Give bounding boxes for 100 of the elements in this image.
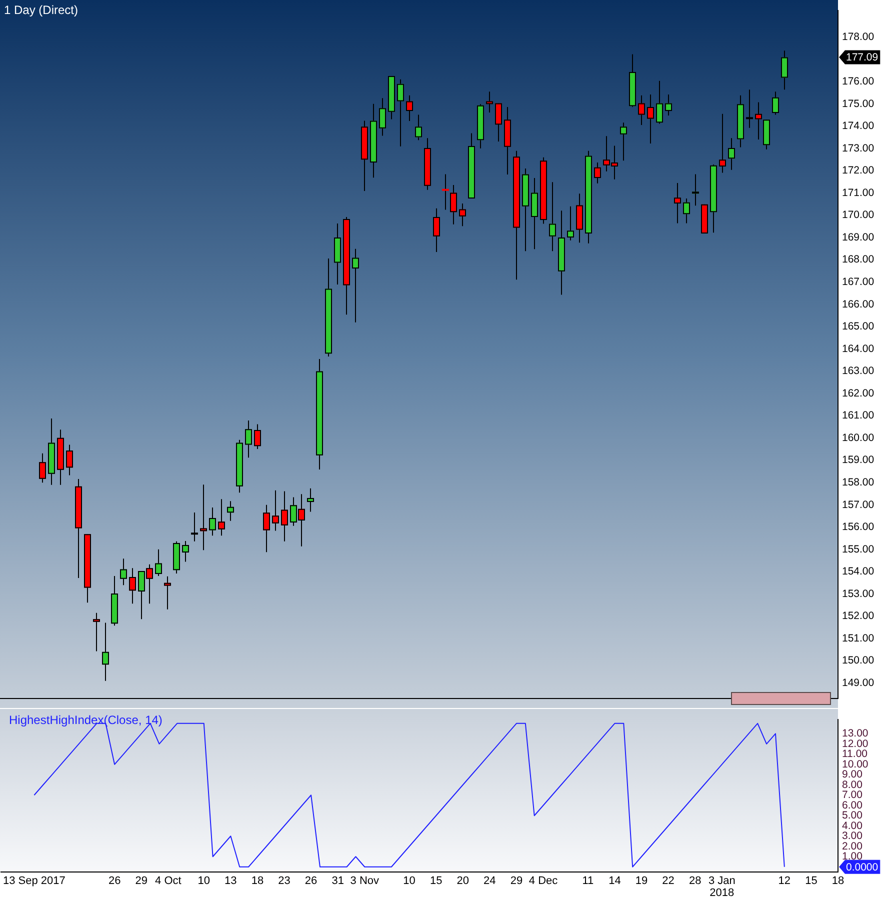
x-tick-label: 13 — [224, 875, 237, 888]
candlestick — [307, 488, 314, 512]
x-tick-label: 11 — [582, 875, 594, 888]
y-tick-label: 164.00 — [842, 342, 874, 355]
x-tick-label: 28 — [688, 875, 702, 888]
y-tick-label: 8.00 — [842, 778, 863, 791]
candlestick — [647, 94, 654, 144]
candlestick — [155, 548, 162, 576]
x-tick-label: 3 Jan 2018 — [708, 875, 736, 900]
candlestick — [191, 512, 198, 542]
y-tick-label: 163.00 — [842, 365, 874, 378]
x-tick-label: 15 — [430, 875, 442, 888]
candlestick — [272, 490, 279, 532]
candlestick — [245, 420, 252, 458]
x-tick-label: 22 — [662, 875, 674, 888]
x-tick-label: 14 — [608, 875, 621, 888]
y-tick-label: 160.00 — [842, 432, 874, 444]
candlestick — [495, 102, 502, 142]
candlestick — [549, 182, 556, 252]
y-tick-label: 175.00 — [842, 98, 874, 110]
y-tick-label: 6.00 — [842, 799, 863, 812]
candlestick — [93, 612, 100, 652]
y-tick-label: 153.00 — [842, 588, 874, 600]
y-tick-label: 159.00 — [842, 454, 874, 466]
y-tick-label: 170.00 — [842, 209, 874, 222]
candlestick — [281, 490, 288, 542]
x-tick-label: 24 — [484, 875, 496, 888]
candlestick — [379, 98, 386, 136]
x-tick-label: 10 — [403, 875, 416, 888]
y-tick-label: 1.00 — [842, 850, 863, 863]
y-tick-label: 150.00 — [842, 654, 874, 667]
y-tick-label: 158.00 — [842, 476, 874, 488]
x-tick-label: 15 — [805, 875, 818, 888]
text: 0.0000 — [846, 861, 878, 874]
candlestick — [164, 576, 171, 610]
x-tick-label: 4 Oct — [155, 875, 182, 888]
candlestick — [182, 540, 189, 562]
y-tick-label: 171.00 — [842, 186, 874, 199]
candlestick — [728, 138, 735, 170]
y-tick-label: 12.00 — [842, 738, 868, 750]
candlestick — [620, 122, 627, 162]
y-tick-label: 155.00 — [842, 543, 874, 556]
candlestick — [39, 452, 46, 484]
candlestick — [120, 558, 127, 586]
y-tick-label: 157.00 — [842, 498, 874, 511]
y-tick-label: 169.00 — [842, 231, 874, 244]
candlestick — [406, 94, 413, 122]
x-tick-label: 23 — [278, 875, 290, 888]
candlestick — [692, 174, 699, 206]
y-tick-label: 162.00 — [842, 387, 874, 400]
y-tick-label: 167.00 — [842, 276, 874, 288]
y-tick-label: 9.00 — [842, 768, 863, 781]
candlestick — [755, 102, 762, 140]
candlestick — [254, 424, 261, 450]
candlestick — [209, 507, 216, 536]
candlestick — [433, 208, 440, 253]
x-tick-label: 26 — [304, 875, 318, 888]
candlestick — [397, 78, 404, 147]
x-tick-label: 3 Nov — [350, 875, 380, 888]
y-tick-label: 3.00 — [842, 830, 863, 842]
y-tick-label: 151.00 — [842, 632, 874, 644]
x-tick-label: 29 — [510, 875, 523, 888]
candlestick — [352, 248, 359, 323]
y-tick-label: 172.00 — [842, 164, 874, 177]
candlestick — [665, 94, 672, 116]
x-tick-label: 10 — [198, 875, 210, 888]
x-tick-label: 19 — [635, 875, 648, 888]
y-tick-label: 173.00 — [842, 142, 874, 154]
y-tick-label: 7.00 — [842, 789, 863, 802]
candlestick — [263, 504, 270, 553]
candlestick — [129, 568, 136, 604]
candlestick — [218, 498, 225, 536]
candlestick — [746, 89, 753, 128]
series-label: HighestHighIndex(Close, 14) — [9, 713, 162, 727]
x-tick-label: 18 — [832, 875, 844, 888]
y-tick-label: 168.00 — [842, 254, 874, 266]
y-tick-label: 4.00 — [842, 820, 863, 832]
y-tick-label: 176.00 — [842, 75, 874, 88]
candlestick — [781, 50, 788, 90]
candlestick — [594, 162, 601, 184]
chart-title: 1 Day (Direct) — [4, 3, 78, 17]
candlestick — [567, 206, 574, 241]
x-tick-label: 20 — [456, 875, 470, 888]
x-tick-label: 18 — [251, 875, 264, 888]
candlestick — [102, 622, 109, 682]
candlestick — [486, 91, 493, 114]
y-tick-label: 149.00 — [842, 676, 874, 689]
y-tick-label: 11.00 — [842, 748, 868, 760]
x-tick-label: 12 — [778, 875, 791, 888]
candlestick — [674, 182, 681, 224]
candlestick — [683, 198, 690, 224]
y-tick-label: 154.00 — [842, 566, 874, 578]
x-tick-label: 29 — [135, 875, 148, 888]
candlestick — [442, 174, 449, 210]
x-tick-label: 26 — [108, 875, 121, 888]
candlestick — [638, 94, 645, 126]
x-tick-label: 4 Dec — [528, 875, 558, 888]
y-tick-label: 156.00 — [842, 521, 874, 534]
y-tick-label: 152.00 — [842, 610, 874, 622]
candlestick — [656, 80, 663, 124]
